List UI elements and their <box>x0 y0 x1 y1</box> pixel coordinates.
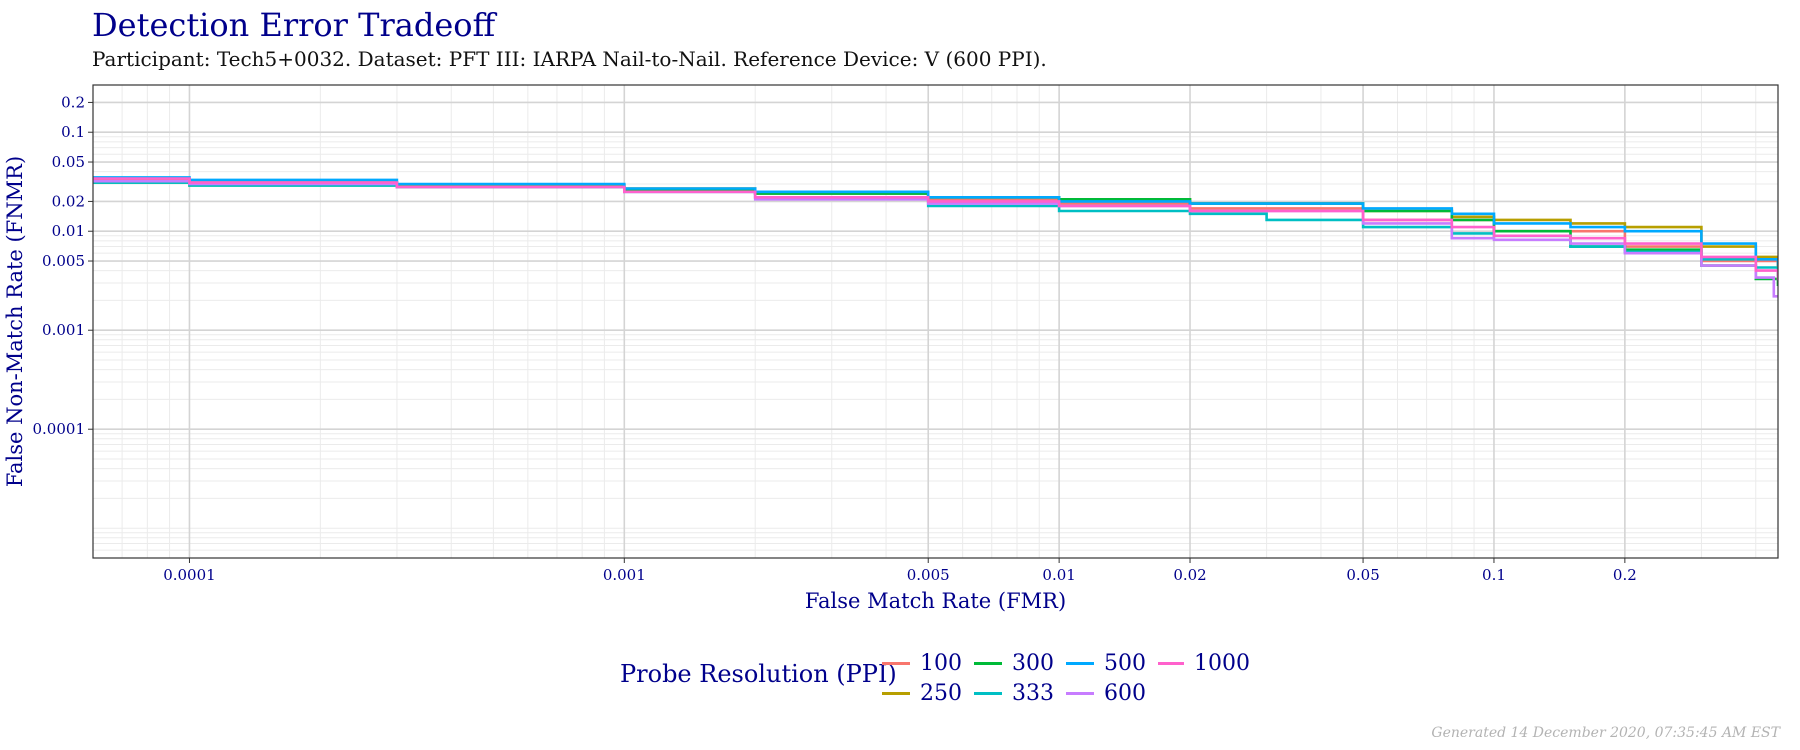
x-tick-label: 0.05 <box>1346 566 1379 584</box>
legend-swatch <box>974 691 1002 695</box>
det-chart: 0.0001 0.001 0.005 0.01 0.02 0.05 0.1 0.2 0.0001… <box>3 84 1779 613</box>
legend-label: 100 <box>920 650 962 676</box>
legend-item-333: 333 <box>974 678 1066 708</box>
x-tick-label: 0.1 <box>1482 566 1506 584</box>
legend-item-100: 100 <box>882 648 974 678</box>
legend-item-250: 250 <box>882 678 974 708</box>
chart-subtitle: Participant: Tech5+0032. Dataset: PFT II… <box>92 47 1047 71</box>
legend-item-600: 600 <box>1066 678 1158 708</box>
chart-title: Detection Error Tradeoff <box>92 6 496 44</box>
legend-swatch <box>1066 661 1094 665</box>
y-tick-label: 0.05 <box>52 153 85 171</box>
x-tick-label: 0.2 <box>1613 566 1637 584</box>
legend-label: 333 <box>1012 680 1054 706</box>
generated-timestamp: Generated 14 December 2020, 07:35:45 AM … <box>1431 725 1780 741</box>
legend-swatch <box>882 691 910 695</box>
legend-label: 600 <box>1104 680 1146 706</box>
legend-swatch <box>1158 661 1184 665</box>
legend-label: 500 <box>1104 650 1146 676</box>
major-gridlines: 0.0001 0.001 0.005 0.01 0.02 0.05 0.1 0.2 0.0001… <box>33 85 1778 584</box>
legend-item-1000: 1000 <box>1158 648 1250 678</box>
series-lines <box>93 176 1778 298</box>
y-tick-label: 0.0001 <box>33 420 86 438</box>
x-tick-label: 0.01 <box>1042 566 1075 584</box>
y-tick-label: 0.2 <box>61 93 85 111</box>
plot-panel <box>93 85 1778 558</box>
y-tick-label: 0.001 <box>42 321 85 339</box>
plot-border <box>92 84 1779 559</box>
legend-label: 1000 <box>1194 650 1250 676</box>
legend-swatch <box>974 661 1002 665</box>
y-tick-label: 0.02 <box>52 192 85 210</box>
y-tick-label: 0.005 <box>42 252 85 270</box>
legend-label: 300 <box>1012 650 1054 676</box>
legend-item-500: 500 <box>1066 648 1158 678</box>
x-tick-label: 0.0001 <box>163 566 216 584</box>
y-tick-label: 0.01 <box>52 222 85 240</box>
legend-label: 250 <box>920 680 962 706</box>
y-axis-label: False Non-Match Rate (FNMR) <box>3 156 27 487</box>
x-tick-label: 0.005 <box>907 566 950 584</box>
series-line-1000 <box>93 177 1778 281</box>
legend-swatch <box>1066 691 1094 695</box>
legend-swatch <box>882 661 910 665</box>
y-tick-label: 0.1 <box>61 123 85 141</box>
x-tick-label: 0.02 <box>1173 566 1206 584</box>
legend-title: Probe Resolution (PPI) <box>620 660 897 688</box>
legend-item-300: 300 <box>974 648 1066 678</box>
series-line-500 <box>93 176 1778 266</box>
legend-items: 100 250 300 333 500 600 1000 <box>882 648 1250 708</box>
x-tick-label: 0.001 <box>603 566 646 584</box>
x-axis-label: False Match Rate (FMR) <box>805 589 1066 613</box>
